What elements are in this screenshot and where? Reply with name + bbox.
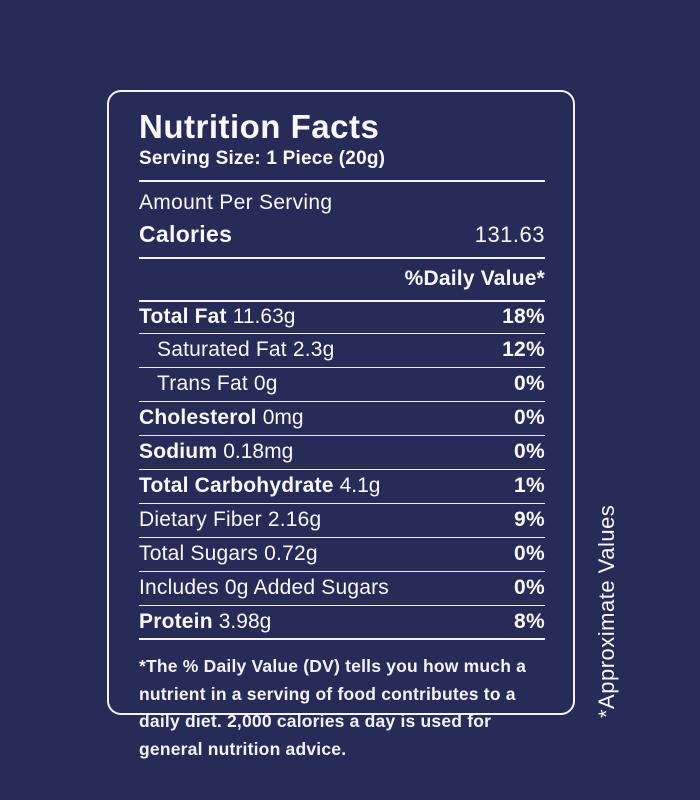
row-label: Sodium 0.18mg xyxy=(139,440,293,464)
calories-label: Calories xyxy=(139,220,233,247)
row-saturated-fat: Saturated Fat 2.3g 12% xyxy=(139,334,545,368)
row-dietary-fiber: Dietary Fiber 2.16g 9% xyxy=(139,504,545,538)
approximate-values-note: *Approximate Values xyxy=(594,504,619,718)
row-label: Protein 3.98g xyxy=(139,610,271,634)
nutrient-percent: 0% xyxy=(514,406,545,430)
nutrition-facts-title: Nutrition Facts xyxy=(139,108,380,145)
nutrient-percent: 12% xyxy=(502,338,545,362)
nutrient-amount: 0.18mg xyxy=(223,440,294,464)
nutrient-percent: 9% xyxy=(514,508,545,532)
nutrient-name: Protein xyxy=(139,609,213,633)
nutrient-amount: 11.63g xyxy=(232,305,296,329)
divider-after-serving xyxy=(139,179,545,182)
nutrient-name: Dietary Fiber 2.16g xyxy=(139,508,322,532)
row-label: Cholesterol 0mg xyxy=(139,406,304,430)
row-protein: Protein 3.98g 8% xyxy=(139,606,545,640)
row-total-sugars: Total Sugars 0.72g 0% xyxy=(139,538,545,572)
nutrient-name: Trans Fat 0g xyxy=(157,372,278,396)
row-total-carbohydrate: Total Carbohydrate 4.1g 1% xyxy=(139,470,545,504)
nutrient-amount: 0mg xyxy=(262,406,304,430)
amount-per-serving-label: Amount Per Serving xyxy=(139,190,333,214)
row-added-sugars: Includes 0g Added Sugars 0% xyxy=(139,572,545,606)
row-total-fat: Total Fat 11.63g 18% xyxy=(139,299,545,334)
nutrition-facts-panel: Nutrition Facts Serving Size: 1 Piece (2… xyxy=(107,90,575,759)
row-label: Trans Fat 0g xyxy=(157,372,278,396)
nutrient-name: Saturated Fat 2.3g xyxy=(157,338,335,362)
nutrient-percent: 0% xyxy=(514,440,545,464)
row-label: Dietary Fiber 2.16g xyxy=(139,508,321,532)
nutrient-table: Total Fat 11.63g 18% Saturated Fat 2.3g … xyxy=(139,299,545,640)
row-label: Total Sugars 0.72g xyxy=(139,542,318,566)
row-label: Includes 0g Added Sugars xyxy=(139,576,389,600)
row-sodium: Sodium 0.18mg 0% xyxy=(139,436,545,470)
nutrient-percent: 0% xyxy=(514,372,545,396)
calories-value: 131.63 xyxy=(474,221,545,247)
daily-value-footnote: *The % Daily Value (DV) tells you how mu… xyxy=(139,655,527,759)
nutrient-percent: 1% xyxy=(514,474,545,498)
nutrient-name: Total Fat xyxy=(139,305,227,329)
nutrient-name: Sodium xyxy=(139,440,218,464)
serving-size-text: Serving Size: 1 Piece (20g) xyxy=(139,147,386,169)
nutrient-percent: 8% xyxy=(514,609,545,633)
nutrient-amount: 3.98g xyxy=(218,609,272,633)
nutrient-percent: 0% xyxy=(514,542,545,566)
nutrient-name: Includes 0g Added Sugars xyxy=(139,576,389,600)
nutrient-percent: 0% xyxy=(514,576,545,600)
row-label: Saturated Fat 2.3g xyxy=(157,338,335,362)
daily-value-header: %Daily Value* xyxy=(404,266,545,290)
nutrient-name: Cholesterol xyxy=(139,406,257,430)
nutrient-percent: 18% xyxy=(502,305,545,329)
calories-row: Calories 131.63 xyxy=(139,219,545,257)
row-cholesterol: Cholesterol 0mg 0% xyxy=(139,402,545,436)
divider-after-calories xyxy=(139,256,545,259)
row-label: Total Carbohydrate 4.1g xyxy=(139,474,380,498)
row-trans-fat: Trans Fat 0g 0% xyxy=(139,368,545,402)
nutrient-name: Total Sugars 0.72g xyxy=(139,542,318,566)
nutrient-name: Total Carbohydrate xyxy=(139,474,334,498)
row-label: Total Fat 11.63g xyxy=(139,305,295,329)
nutrient-amount: 4.1g xyxy=(339,474,381,498)
